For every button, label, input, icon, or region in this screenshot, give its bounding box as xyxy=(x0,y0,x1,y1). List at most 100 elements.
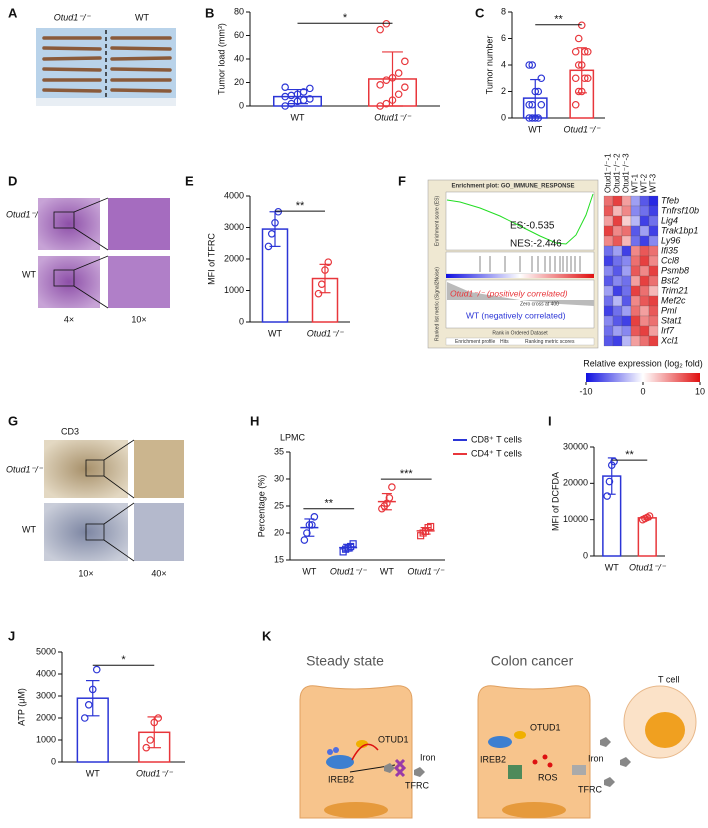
y-tick-label: 0 xyxy=(583,550,588,560)
significance-label: * xyxy=(121,654,126,666)
heatmap-cell xyxy=(630,255,641,267)
y-axis-label: MFI of TFRC xyxy=(206,233,216,285)
photo xyxy=(38,198,100,250)
legend-entry: Hits xyxy=(500,339,509,345)
t-cell-nucleus xyxy=(645,712,685,748)
y-tick-label: 4000 xyxy=(224,190,244,200)
heatmap-cell xyxy=(612,245,623,257)
rank-bar xyxy=(446,274,594,278)
row-label: Stat1 xyxy=(661,315,682,325)
y-tick-label: 4 xyxy=(501,59,506,69)
heatmap-cell xyxy=(612,305,623,317)
heatmap-cell xyxy=(630,225,641,237)
data-point xyxy=(525,100,534,109)
y-tick-label: 8 xyxy=(501,6,506,16)
y-tick-label: 60 xyxy=(234,30,244,40)
row-label: Ccl8 xyxy=(661,255,679,265)
row-label: Lig4 xyxy=(661,215,678,225)
colorbar-tick-label: -10 xyxy=(579,386,592,396)
y-tick-label: 25 xyxy=(274,500,284,510)
data-point xyxy=(349,540,357,548)
heatmap-cell xyxy=(621,265,632,277)
heatmap-cell xyxy=(648,325,659,337)
data-point xyxy=(267,230,276,238)
colorbar-tick-label: 0 xyxy=(640,386,645,396)
legend-entry: CD8⁺ T cells xyxy=(471,434,522,444)
heatmap-cell xyxy=(639,225,650,237)
panel-letter: K xyxy=(262,628,272,643)
panel-letter: J xyxy=(8,628,15,643)
heatmap-cell xyxy=(603,285,614,297)
panel-letter: I xyxy=(548,413,552,428)
data-point xyxy=(324,258,333,266)
heatmap-cell xyxy=(648,275,659,287)
heatmap-cell xyxy=(612,205,623,217)
label: T cell xyxy=(658,674,679,684)
x-tick-label: Otud1⁻/⁻ xyxy=(374,112,412,122)
heatmap-cell xyxy=(603,215,614,227)
legend-entry: CD4⁺ T cells xyxy=(471,448,522,458)
column-label: Otud1⁻/⁻-2 xyxy=(613,153,622,193)
y-tick-label: 0 xyxy=(239,316,244,326)
photo-zoom xyxy=(108,198,170,250)
row-label: Irf7 xyxy=(661,325,675,335)
data-point xyxy=(308,521,316,529)
column-label: Otud1⁻/⁻-3 xyxy=(622,153,631,193)
row-label: Trim21 xyxy=(661,285,688,295)
panel-letter: E xyxy=(185,173,194,188)
y-axis-label: MFI of DCFDA xyxy=(550,472,560,531)
data-point xyxy=(306,84,314,93)
heatmap-cell xyxy=(612,275,623,287)
data-point xyxy=(388,483,396,491)
otud1-shape xyxy=(356,740,368,748)
column-label: WT-1 xyxy=(631,173,640,193)
heatmap-cell xyxy=(603,265,614,277)
iron-shape xyxy=(384,763,395,773)
heatmap-cell xyxy=(639,235,650,247)
heatmap-cell xyxy=(648,255,659,267)
heatmap-cell xyxy=(603,295,614,307)
heatmap-cell xyxy=(612,255,623,267)
data-point xyxy=(305,521,314,529)
y-axis-label: ATP (μM) xyxy=(16,688,26,726)
heatmap-cell xyxy=(648,245,659,257)
heatmap-cell xyxy=(639,265,650,277)
heatmap-cell xyxy=(630,325,641,337)
iron-shape xyxy=(604,777,615,787)
row-label: Otud1⁻/⁻ xyxy=(6,209,44,219)
heatmap-cell xyxy=(603,205,614,217)
heatmap-cell xyxy=(612,285,623,297)
heatmap-cell xyxy=(648,335,659,347)
heatmap-cell xyxy=(621,225,632,237)
x-tick-label: WT xyxy=(380,566,394,576)
y-tick-label: 1000 xyxy=(224,285,244,295)
data-point xyxy=(537,74,546,83)
zero-cross: Zero cross at 400 xyxy=(520,301,559,307)
photo-zoom xyxy=(134,503,184,561)
data-point xyxy=(142,743,151,752)
y-tick-label: 3000 xyxy=(224,222,244,232)
heatmap-cell xyxy=(612,335,623,347)
x-tick-label: WT xyxy=(268,328,282,338)
magnification: 10× xyxy=(131,314,146,324)
heatmap-cell xyxy=(639,335,650,347)
colorbar xyxy=(586,373,700,382)
row-label: Trak1bp1 xyxy=(661,225,698,235)
y-axis-label: Enrichment score (ES) xyxy=(434,196,440,247)
stain-label: CD3 xyxy=(61,426,79,436)
colorbar-label: Relative expression (log₂ fold) xyxy=(583,358,703,368)
data-point xyxy=(583,47,592,56)
y-tick-label: 40 xyxy=(234,53,244,63)
y-axis-label: Percentage (%) xyxy=(256,475,266,538)
heatmap-cell xyxy=(621,275,632,287)
y-axis-label: Tumor number xyxy=(484,36,494,95)
row-label: Ifi35 xyxy=(661,245,679,255)
x-tick-label: Otud1⁻/⁻ xyxy=(563,124,601,134)
data-point xyxy=(577,87,586,96)
data-point xyxy=(577,61,586,69)
data-point xyxy=(394,90,403,99)
group-label: WT xyxy=(135,12,149,22)
data-point xyxy=(574,34,583,43)
significance-label: ** xyxy=(625,449,634,461)
